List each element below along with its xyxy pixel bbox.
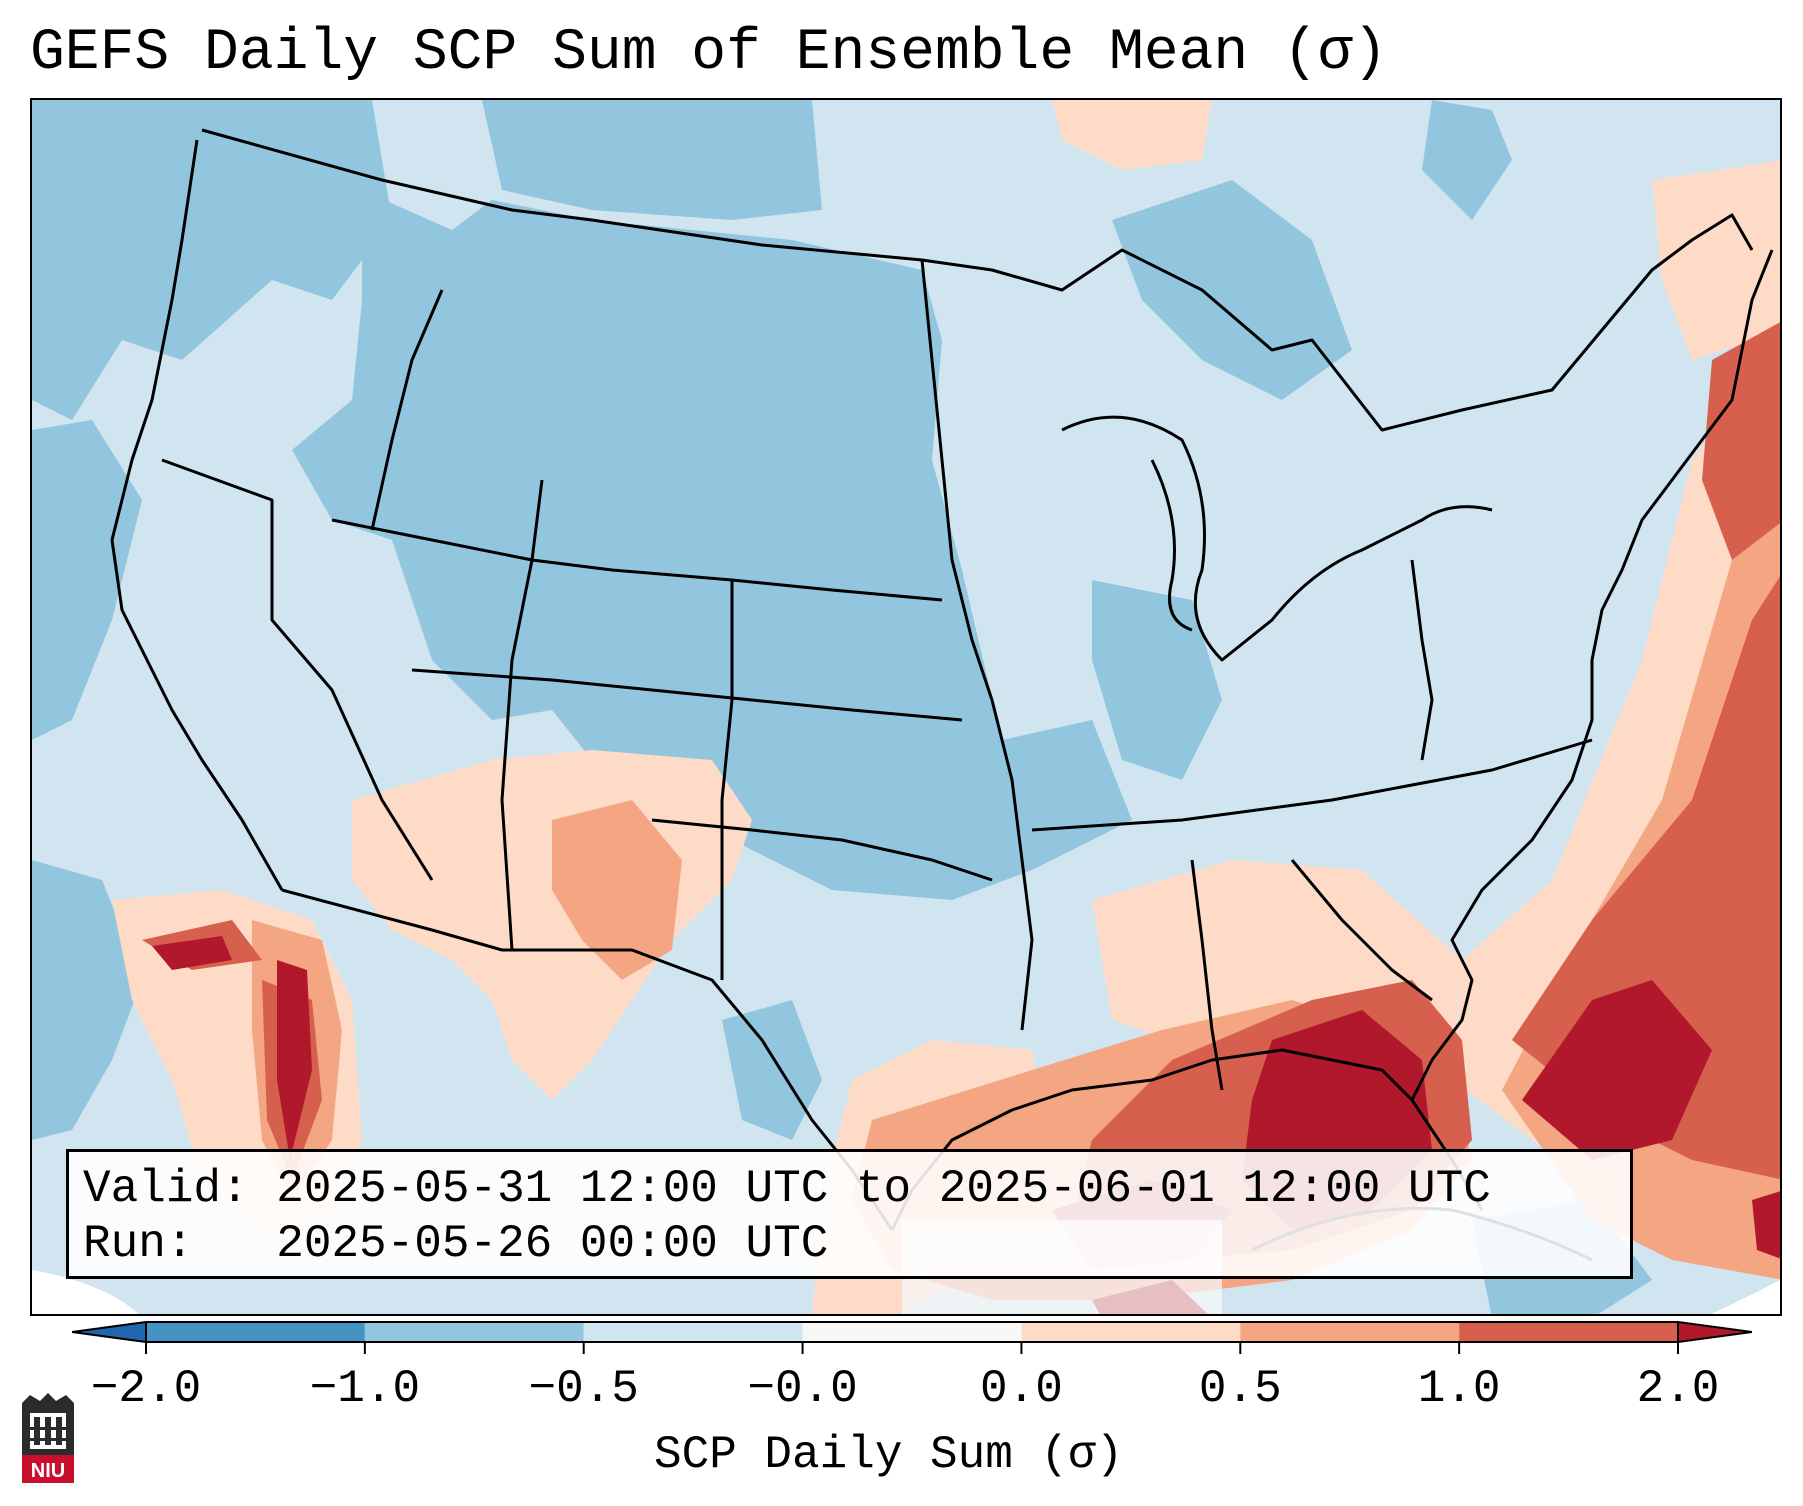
east-coast — [1590, 249, 1774, 661]
region-new-england-north — [1052, 100, 1212, 170]
projection-edge-bottom-right — [1710, 1280, 1780, 1314]
state-line-mt-nd — [331, 518, 943, 602]
colorbar-extend-low — [72, 1320, 147, 1344]
niu-logo: NIU — [22, 1393, 74, 1483]
colorbar-tick-label: 0.0 — [980, 1363, 1063, 1415]
state-line-nd-mn — [920, 259, 994, 701]
political-boundaries — [110, 128, 1774, 1262]
colorbar-ticks — [145, 1342, 1679, 1354]
colorbar-extend-high — [1677, 1320, 1752, 1344]
colorbar-bin — [146, 1322, 365, 1342]
valid-time-line: Valid: 2025-05-31 12:00 UTC to 2025-06-0… — [83, 1163, 1491, 1215]
map-panel — [30, 98, 1782, 1316]
colorbar-bin — [1021, 1322, 1241, 1342]
great-lakes — [1061, 415, 1493, 662]
florida-coast — [1410, 660, 1594, 1101]
state-line-mo-ar — [990, 699, 1034, 1031]
region-pacific-northwest — [32, 100, 392, 420]
us-mexico-border — [281, 888, 894, 1231]
colorbar-tick-label: 2.0 — [1636, 1363, 1720, 1415]
state-line-ms-al — [1190, 859, 1224, 1091]
us-west-coast — [110, 139, 284, 891]
us-canada-border — [201, 128, 1754, 432]
region-northern-rockies-plains — [292, 190, 1132, 900]
state-line-ok-tx — [651, 818, 993, 882]
colorbar-bins — [72, 1320, 1752, 1344]
region-new-england-offshore — [1702, 322, 1780, 560]
logo-text: NIU — [31, 1460, 65, 1482]
region-new-mexico — [552, 800, 682, 980]
run-time-line: Run: 2025-05-26 00:00 UTC — [83, 1218, 829, 1270]
anomaly-map — [32, 100, 1780, 1314]
state-line-ks-ok — [411, 668, 963, 722]
colorbar-bin — [1240, 1322, 1460, 1342]
colorbar-tick-label: −1.0 — [309, 1363, 421, 1415]
state-line-co-nm — [720, 580, 734, 980]
region-puerto-rico — [1752, 1191, 1780, 1259]
region-baja-offshore — [152, 936, 232, 970]
projection-edge-bottom-left — [32, 1270, 139, 1314]
colorbar-tick-label: −0.5 — [528, 1363, 639, 1415]
colorbar-outline — [145, 1321, 1679, 1343]
colorbar-label: SCP Daily Sum (σ) — [654, 1429, 1124, 1481]
chart-title: GEFS Daily SCP Sum of Ensemble Mean (σ) — [30, 21, 1388, 86]
region-baja-core — [277, 960, 312, 1160]
state-line-id-mt — [370, 289, 444, 531]
negative-anomaly-regions — [32, 100, 1652, 1314]
colorbar-bin — [364, 1322, 584, 1342]
state-line-wy-co — [500, 479, 544, 951]
colorbar-tick-label: 1.0 — [1417, 1363, 1501, 1415]
colorbar-bin — [1459, 1322, 1678, 1342]
region-northern-montana — [482, 100, 822, 220]
colorbar-bin — [802, 1322, 1022, 1342]
region-northern-quebec — [1422, 100, 1512, 220]
colorbar — [72, 1320, 1752, 1354]
colorbar-tick-label: −2.0 — [90, 1363, 202, 1415]
lake-michigan — [1150, 459, 1193, 632]
region-atlantic-core — [1522, 980, 1712, 1160]
region-pacific-ocean-southwest — [32, 860, 142, 1140]
colorbar-bin — [583, 1322, 803, 1342]
region-northern-maine — [1652, 160, 1780, 360]
colorbar-tick-label: 0.5 — [1198, 1363, 1282, 1415]
state-line-ga-sc — [1290, 859, 1433, 1002]
state-line-tn-nc — [1031, 738, 1593, 832]
validity-info-box: Valid: 2025-05-31 12:00 UTC to 2025-06-0… — [66, 1149, 1633, 1279]
region-texas-west — [722, 1000, 822, 1140]
region-pacific-ocean-west — [32, 420, 142, 740]
colorbar-tick-label: −0.0 — [747, 1363, 858, 1415]
state-line-oh-pa — [1410, 559, 1434, 761]
state-line-ca-nv — [161, 458, 434, 881]
